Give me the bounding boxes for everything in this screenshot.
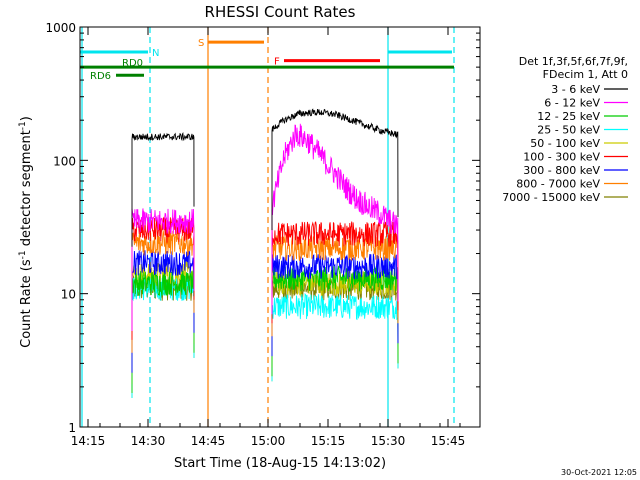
y-tick-label-3: 1000 <box>45 21 76 35</box>
legend-label-6: 300 - 800 keV <box>523 164 600 177</box>
legend-label-4: 50 - 100 keV <box>530 137 600 150</box>
legend: Det 1f,3f,5f,6f,7f,9f,FDecim 1, Att 0 3 -… <box>502 55 628 204</box>
legend-label-0: 3 - 6 keV <box>551 83 600 96</box>
footer-date: 30-Oct-2021 12:05 <box>561 468 637 477</box>
x-tick-label-0: 14:15 <box>71 434 106 448</box>
x-axis-ticks: 14:15 14:30 14:45 15:00 15:15 15:30 15:45 <box>71 27 481 448</box>
legend-label-3: 25 - 50 keV <box>537 124 600 137</box>
chart-title: RHESSI Count Rates <box>205 3 356 21</box>
legend-label-1: 6 - 12 keV <box>544 97 600 110</box>
x-tick-label-2: 14:45 <box>191 434 226 448</box>
x-tick-label-3: 15:00 <box>251 434 286 448</box>
series-line-0 <box>131 108 399 247</box>
series-line-1 <box>131 123 399 331</box>
x-tick-label-6: 15:45 <box>431 434 466 448</box>
legend-label-7: 800 - 7000 keV <box>516 178 600 191</box>
y-axis-ticks: 1 10 100 1000 <box>45 21 480 435</box>
x-tick-label-4: 15:15 <box>311 434 346 448</box>
y-tick-label-0: 1 <box>68 421 76 435</box>
attenuator-bars: N S F RD0 RD6 <box>80 38 454 82</box>
y-tick-label-1: 10 <box>61 288 76 302</box>
series-traces <box>131 108 399 398</box>
flag-label-3: F <box>274 57 280 68</box>
y-axis-label: Count Rate (s-1 detector segment-1) <box>18 116 34 348</box>
y-tick-label-2: 100 <box>53 154 76 168</box>
x-tick-label-5: 15:30 <box>371 434 406 448</box>
x-tick-label-1: 14:30 <box>131 434 166 448</box>
legend-label-8: 7000 - 15000 keV <box>502 191 600 204</box>
legend-header-0: Det 1f,3f,5f,6f,7f,9f, <box>519 55 628 68</box>
flag-label-0: N <box>152 48 159 59</box>
legend-header-1: FDecim 1, Att 0 <box>543 68 628 81</box>
legend-label-5: 100 - 300 keV <box>523 151 600 164</box>
flag-label-2: S <box>198 38 204 49</box>
flag-label-5: RD6 <box>90 71 111 82</box>
legend-label-2: 12 - 25 keV <box>537 110 600 123</box>
flag-label-4: RD0 <box>122 58 143 69</box>
x-axis-label: Start Time (18-Aug-15 14:13:02) <box>174 456 386 471</box>
